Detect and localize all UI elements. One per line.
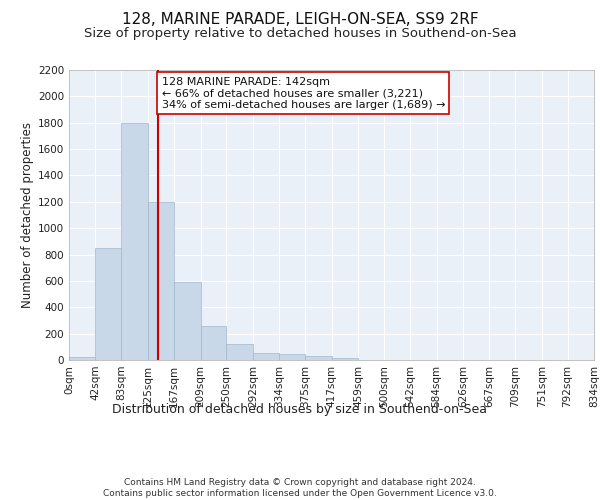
- Text: 128 MARINE PARADE: 142sqm
← 66% of detached houses are smaller (3,221)
34% of se: 128 MARINE PARADE: 142sqm ← 66% of detac…: [161, 76, 445, 110]
- Bar: [226, 344, 253, 360]
- Bar: [305, 356, 331, 360]
- Bar: [121, 122, 148, 360]
- Bar: [279, 354, 305, 360]
- Text: Size of property relative to detached houses in Southend-on-Sea: Size of property relative to detached ho…: [83, 28, 517, 40]
- Bar: [148, 202, 174, 360]
- Bar: [253, 354, 279, 360]
- Text: Distribution of detached houses by size in Southend-on-Sea: Distribution of detached houses by size …: [113, 402, 487, 415]
- Y-axis label: Number of detached properties: Number of detached properties: [21, 122, 34, 308]
- Bar: [95, 248, 121, 360]
- Bar: [331, 358, 358, 360]
- Text: 128, MARINE PARADE, LEIGH-ON-SEA, SS9 2RF: 128, MARINE PARADE, LEIGH-ON-SEA, SS9 2R…: [122, 12, 478, 28]
- Bar: [174, 282, 200, 360]
- Bar: [69, 356, 95, 360]
- Bar: [200, 326, 226, 360]
- Text: Contains HM Land Registry data © Crown copyright and database right 2024.
Contai: Contains HM Land Registry data © Crown c…: [103, 478, 497, 498]
